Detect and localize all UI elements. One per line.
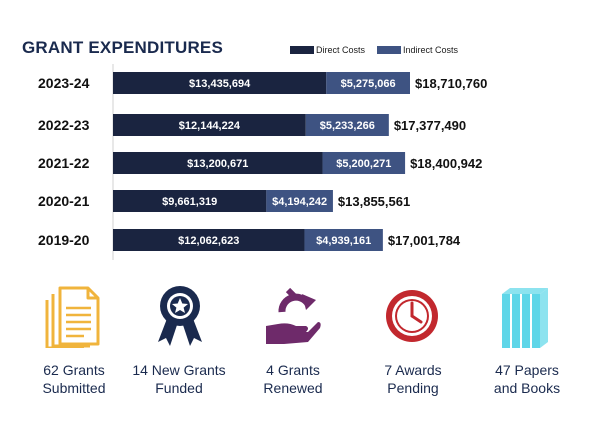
bar-indirect (305, 114, 389, 136)
bar-indirect-label: $4,939,161 (316, 235, 371, 247)
stat-line1: 7 Awards (384, 362, 442, 378)
bar-indirect (326, 72, 410, 94)
stat-line2: Pending (387, 380, 439, 396)
bar-indirect (322, 152, 406, 174)
bar-direct (113, 72, 327, 94)
award-ribbon-icon (158, 286, 202, 346)
bar-chart: 2023-24 $13,435,694 $5,275,066 $18,710,760 2… (38, 64, 487, 260)
stat-line2: Funded (155, 380, 203, 396)
stat-grants-renewed: 4 Grants Renewed (228, 361, 358, 397)
total-label: $17,377,490 (394, 118, 466, 133)
legend-direct: Direct Costs (290, 45, 365, 55)
total-label: $17,001,784 (388, 233, 461, 248)
legend-indirect-swatch (377, 46, 402, 54)
bar-direct-label: $12,062,623 (178, 235, 239, 247)
category-label: 2022-23 (38, 117, 90, 133)
stat-papers-books: 47 Papers and Books (462, 361, 592, 397)
clock-icon (386, 290, 438, 342)
legend-indirect-label: Indirect Costs (403, 45, 459, 55)
bar-direct (113, 229, 305, 251)
books-icon (502, 288, 548, 348)
category-label: 2023-24 (38, 75, 90, 91)
bar-indirect-label: $4,194,242 (272, 196, 327, 208)
bar-indirect-label: $5,275,066 (341, 78, 396, 90)
bar-direct-label: $9,661,319 (162, 196, 217, 208)
bar-direct (113, 152, 323, 174)
bar-direct-label: $13,435,694 (189, 78, 251, 90)
bar-indirect-label: $5,233,266 (320, 120, 375, 132)
hand-renew-icon (266, 287, 321, 344)
total-label: $18,400,942 (410, 156, 482, 171)
total-label: $18,710,760 (415, 76, 487, 91)
stat-line2: Renewed (263, 380, 323, 396)
stat-new-grants-funded: 14 New Grants Funded (114, 361, 244, 397)
stat-line1: 62 Grants (43, 362, 105, 378)
document-stack-icon (45, 286, 100, 348)
stat-line2: Submitted (42, 380, 106, 396)
legend: Direct Costs Indirect Costs (290, 45, 470, 55)
legend-indirect: Indirect Costs (377, 45, 458, 55)
legend-direct-label: Direct Costs (316, 45, 366, 55)
bar-direct-label: $13,200,671 (187, 158, 248, 170)
category-label: 2019-20 (38, 232, 90, 248)
chart-title: GRANT EXPENDITURES (22, 38, 224, 57)
bar-direct-label: $12,144,224 (179, 120, 241, 132)
stat-grants-submitted: 62 Grants Submitted (9, 361, 139, 397)
stat-line1: 47 Papers (495, 362, 559, 378)
total-label: $13,855,561 (338, 194, 410, 209)
bar-direct (113, 114, 306, 136)
stat-awards-pending: 7 Awards Pending (348, 361, 478, 397)
bar-indirect (266, 190, 333, 212)
stat-line2: and Books (493, 380, 561, 396)
stat-line1: 4 Grants (266, 362, 320, 378)
stat-line1: 14 New Grants (132, 362, 226, 378)
category-label: 2020-21 (38, 193, 90, 209)
bar-indirect-label: $5,200,271 (336, 158, 391, 170)
legend-direct-swatch (290, 46, 314, 54)
bar-direct (113, 190, 267, 212)
category-label: 2021-22 (38, 155, 90, 171)
bar-indirect (304, 229, 383, 251)
